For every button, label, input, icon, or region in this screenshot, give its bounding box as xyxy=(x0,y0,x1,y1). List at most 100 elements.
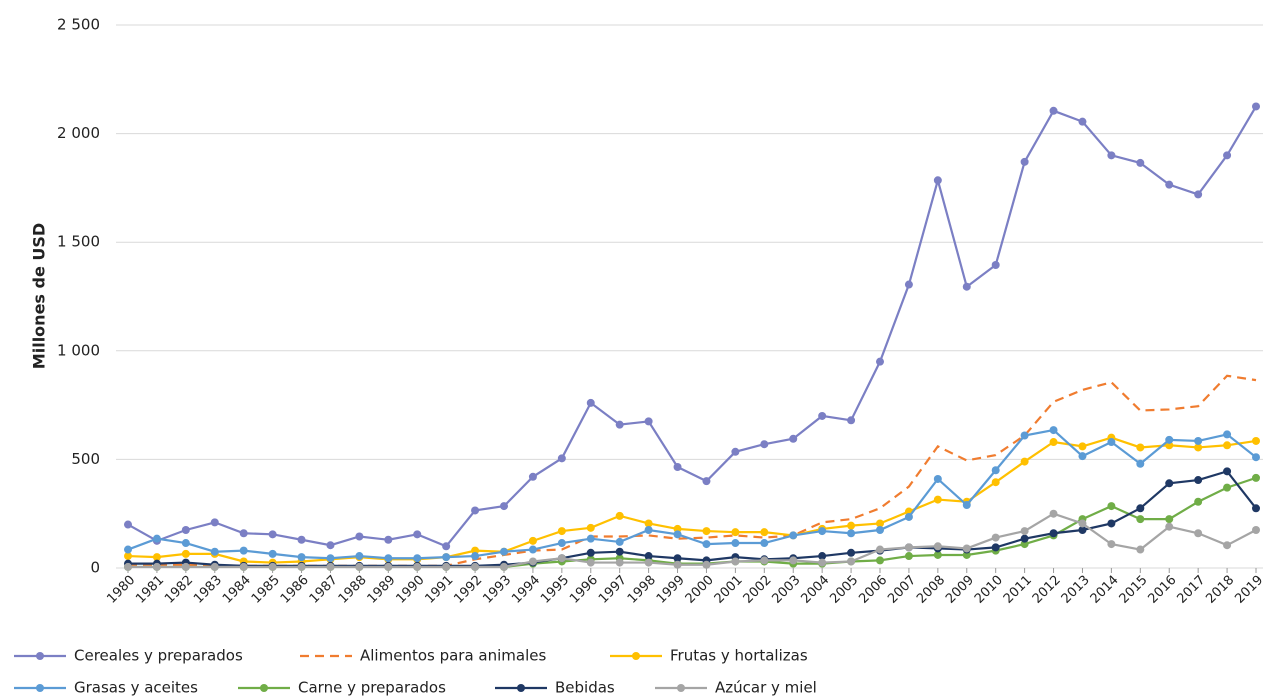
marker xyxy=(1194,190,1203,199)
marker xyxy=(789,531,798,540)
marker xyxy=(615,511,624,520)
marker xyxy=(962,544,971,553)
x-tick-label: 1984 xyxy=(220,573,254,607)
marker xyxy=(1020,431,1029,440)
x-tick-label: 2001 xyxy=(712,573,746,607)
marker xyxy=(442,542,451,551)
x-tick-label: 1995 xyxy=(538,573,572,607)
marker xyxy=(413,530,422,539)
x-tick-label: 1985 xyxy=(249,573,283,607)
x-tick-label: 2012 xyxy=(1030,573,1064,607)
marker xyxy=(962,282,971,291)
marker xyxy=(702,540,711,549)
marker xyxy=(1049,426,1058,435)
marker xyxy=(933,474,942,483)
marker xyxy=(991,478,1000,487)
marker xyxy=(847,557,856,566)
marker xyxy=(1194,443,1203,452)
x-tick-label: 1996 xyxy=(567,573,601,607)
marker xyxy=(268,549,277,558)
y-axis-label: Millones de USD xyxy=(30,223,49,369)
marker xyxy=(1165,180,1174,189)
x-tick-label: 1992 xyxy=(451,573,485,607)
line xyxy=(128,512,1257,569)
line xyxy=(128,374,1257,567)
x-tick-label: 1994 xyxy=(509,573,543,607)
marker xyxy=(1049,106,1058,115)
legend-label: Alimentos para animales xyxy=(360,647,546,665)
marker xyxy=(210,547,219,556)
marker xyxy=(1136,504,1145,513)
legend-marker xyxy=(260,684,268,692)
marker xyxy=(760,528,769,537)
marker xyxy=(1223,541,1232,550)
y-tick-label: 1 000 xyxy=(57,341,100,359)
marker xyxy=(876,357,884,366)
marker xyxy=(615,558,624,567)
x-tick-label: 2006 xyxy=(856,573,890,607)
marker xyxy=(1252,436,1260,445)
x-tick-label: 2016 xyxy=(1146,573,1180,607)
marker xyxy=(210,562,219,571)
marker xyxy=(673,530,682,539)
legend-marker xyxy=(517,684,525,692)
marker xyxy=(933,542,942,551)
x-tick-label: 1990 xyxy=(394,573,428,607)
marker xyxy=(442,553,451,562)
marker xyxy=(731,528,740,537)
marker xyxy=(1223,151,1232,160)
marker xyxy=(1107,519,1116,528)
x-tick-label: 2008 xyxy=(914,573,948,607)
marker xyxy=(355,552,364,561)
marker xyxy=(904,280,913,289)
legend-label: Cereales y preparados xyxy=(74,647,243,665)
marker xyxy=(1252,504,1260,513)
x-tick-label: 2019 xyxy=(1232,573,1263,607)
line xyxy=(127,436,1257,564)
marker xyxy=(586,398,595,407)
marker xyxy=(528,557,537,566)
marker xyxy=(615,547,624,556)
legend-label: Azúcar y miel xyxy=(715,679,817,697)
y-tick-label: 2 500 xyxy=(57,16,100,34)
line xyxy=(128,470,1257,567)
legend-marker xyxy=(36,652,44,660)
x-tick-label: 2000 xyxy=(683,573,717,607)
marker xyxy=(124,552,132,561)
series xyxy=(124,467,1260,570)
marker xyxy=(991,543,1000,552)
marker xyxy=(500,547,508,556)
marker xyxy=(1252,473,1260,482)
marker xyxy=(644,552,653,561)
legend-marker xyxy=(677,684,685,692)
marker xyxy=(1107,540,1116,549)
marker xyxy=(1136,515,1145,524)
marker xyxy=(1107,438,1116,447)
marker xyxy=(500,502,508,511)
marker xyxy=(384,562,393,571)
marker xyxy=(528,536,537,545)
line xyxy=(128,476,1257,569)
marker xyxy=(152,553,161,562)
marker xyxy=(933,495,942,504)
marker xyxy=(384,535,393,544)
x-tick-label: 1993 xyxy=(480,573,514,607)
marker xyxy=(1107,151,1116,160)
marker xyxy=(1136,545,1145,554)
marker xyxy=(933,550,942,559)
marker xyxy=(818,558,827,567)
marker xyxy=(181,562,190,571)
marker xyxy=(876,519,884,528)
marker xyxy=(702,527,711,536)
x-tick-label: 2003 xyxy=(770,573,804,607)
marker xyxy=(731,447,740,456)
x-tick-label: 2002 xyxy=(741,573,775,607)
marker xyxy=(326,562,335,571)
marker xyxy=(297,562,306,571)
marker xyxy=(847,529,856,538)
marker xyxy=(557,527,566,536)
marker xyxy=(413,554,422,563)
marker xyxy=(297,553,306,562)
marker xyxy=(760,556,769,565)
